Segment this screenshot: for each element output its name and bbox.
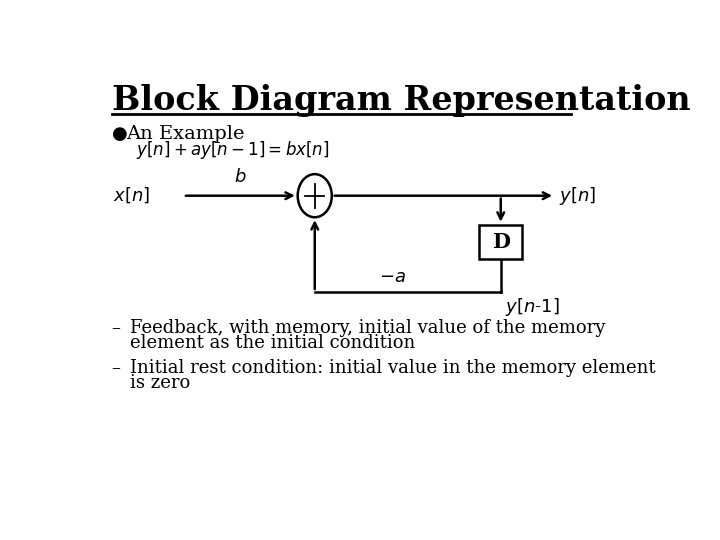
- Text: $x[n]$: $x[n]$: [113, 186, 150, 205]
- Text: ●: ●: [112, 125, 127, 143]
- Text: An Example: An Example: [126, 125, 244, 143]
- Text: –: –: [112, 359, 120, 377]
- Text: D: D: [492, 232, 510, 252]
- Text: Block Diagram Representation: Block Diagram Representation: [112, 84, 690, 117]
- Text: $y[n] + ay[n - 1] = bx[n]$: $y[n] + ay[n - 1] = bx[n]$: [137, 139, 330, 161]
- Text: element as the initial condition: element as the initial condition: [130, 334, 415, 352]
- Text: Initial rest condition: initial value in the memory element: Initial rest condition: initial value in…: [130, 359, 656, 377]
- Text: $b$: $b$: [234, 168, 247, 186]
- Text: $y[n$-$1]$: $y[n$-$1]$: [505, 296, 559, 318]
- Text: $y[n]$: $y[n]$: [559, 185, 596, 207]
- Text: Feedback, with memory, initial value of the memory: Feedback, with memory, initial value of …: [130, 319, 606, 337]
- Bar: [480, 225, 522, 259]
- Text: $-a$: $-a$: [379, 268, 405, 286]
- Text: is zero: is zero: [130, 374, 191, 391]
- Text: –: –: [112, 319, 120, 337]
